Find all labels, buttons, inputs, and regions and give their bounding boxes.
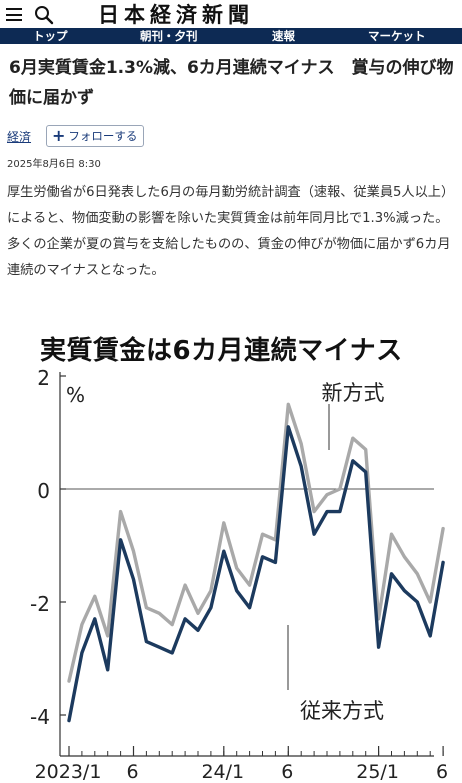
follow-button-label: フォローする — [68, 129, 138, 143]
menu-icon[interactable] — [6, 8, 22, 21]
series-line-new-method — [67, 402, 445, 683]
y-tick-label: 2 — [37, 366, 50, 390]
article-body: 厚生労働省が6日発表した6月の毎月勤労統計調査（速報、従業員5人以上）によると、… — [7, 185, 455, 278]
x-tick-label: 25/1 — [356, 761, 399, 783]
plus-icon: + — [52, 126, 66, 145]
article-title: 6月実質賃金1.3%減、6カ月連続マイナス 賞与の伸び物価に届かず — [9, 58, 454, 108]
publish-date: 2025年8月6日 8:30 — [7, 159, 101, 170]
nav-item-market[interactable]: マーケット — [368, 29, 426, 43]
legend-label-old-method: 従来方式 — [300, 699, 384, 723]
x-tick-label: 6 — [126, 761, 138, 783]
search-icon[interactable] — [34, 5, 54, 25]
y-tick-label: -2 — [30, 592, 50, 616]
x-tick-label: 6 — [281, 761, 293, 783]
series-line-old-method — [67, 425, 445, 723]
site-logo[interactable]: 日本経済新聞 — [98, 2, 254, 27]
nav-item-top[interactable]: トップ — [33, 29, 68, 43]
legend-label-new-method: 新方式 — [322, 381, 385, 405]
topic-tag-link[interactable]: 経済 — [7, 130, 32, 144]
follow-button[interactable]: + フォローする — [46, 125, 144, 147]
nav-item-breaking[interactable]: 速報 — [272, 29, 295, 43]
main-nav: トップ 朝刊・夕刊 速報 マーケット — [0, 28, 462, 44]
x-tick-label: 6 — [436, 761, 448, 783]
chart-title: 実質賃金は6カ月連続マイナス — [40, 336, 403, 366]
y-tick-label: 0 — [37, 479, 50, 503]
y-tick-label: -4 — [30, 705, 50, 729]
top-bar: 日本経済新聞 — [0, 0, 462, 30]
x-tick-label: 24/1 — [201, 761, 244, 783]
y-axis-unit-label: % — [66, 383, 85, 407]
x-tick-label: 2023/1 — [35, 761, 102, 783]
nav-item-morning-evening[interactable]: 朝刊・夕刊 — [140, 29, 198, 43]
